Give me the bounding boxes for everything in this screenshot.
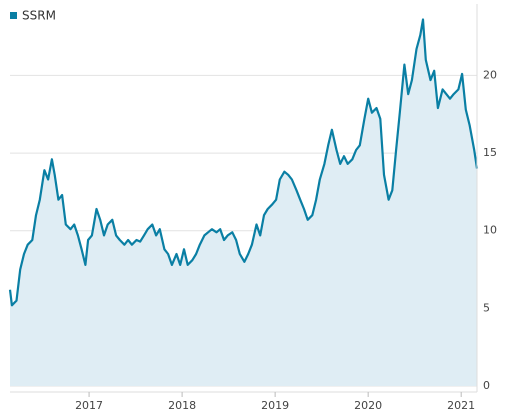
y-tick-label: 5 (483, 301, 490, 314)
legend-label: SSRM (22, 9, 56, 23)
x-tick-label: 2018 (168, 399, 196, 412)
legend-swatch (10, 12, 17, 19)
line (8, 18, 479, 307)
x-tick-label: 2021 (447, 399, 475, 412)
y-tick-label: 10 (483, 224, 497, 237)
y-tick-label: 0 (483, 379, 490, 392)
x-tick-label: 2020 (354, 399, 382, 412)
x-tick-label: 2017 (75, 399, 103, 412)
x-tick-label: 2019 (261, 399, 289, 412)
y-tick-label: 20 (483, 68, 497, 81)
area (10, 19, 477, 386)
y-tick-label: 15 (483, 146, 497, 159)
